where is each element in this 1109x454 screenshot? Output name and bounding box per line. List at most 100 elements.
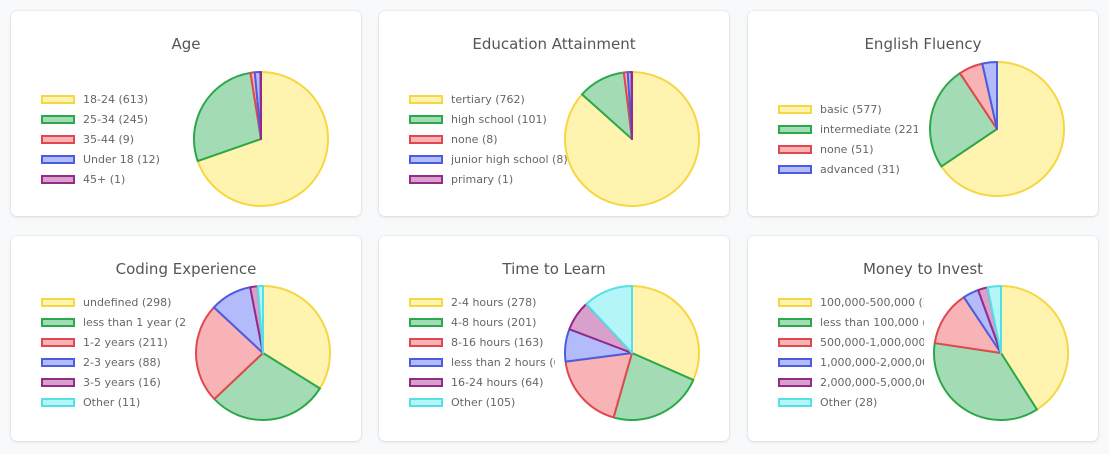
chart-legend: 18-24 (613) 25-34 (245) 35-44 (9) Under 18 … (41, 89, 181, 189)
legend-item-25-34[interactable]: 25-34 (245) (41, 109, 181, 129)
legend-label: Other (28) (820, 395, 878, 409)
legend-item-2-3-years[interactable]: 2-3 years (88) (41, 352, 187, 372)
legend-item-16-24-hours[interactable]: 16-24 hours (64) (409, 372, 555, 392)
pie-slice-500-000-1-000-000[interactable] (933, 296, 1002, 354)
legend-label: 35-44 (9) (83, 132, 135, 146)
pie-slice-4-8-hours[interactable] (612, 352, 695, 421)
legend-swatch (778, 317, 812, 327)
legend-item-less-than-100-000[interactable]: less than 100,000 (31 (778, 312, 924, 332)
legend-item-other[interactable]: Other (28) (778, 392, 924, 412)
pie-chart (193, 70, 329, 207)
pie-slice-less-than-1-year[interactable] (213, 352, 321, 421)
legend-item-35-44[interactable]: 35-44 (9) (41, 129, 181, 149)
pie-slice-intermediate[interactable] (929, 72, 998, 168)
legend-item-none[interactable]: none (51) (778, 139, 918, 159)
legend-label: intermediate (221) (820, 122, 918, 136)
pie-chart (933, 285, 1069, 421)
legend-swatch (41, 154, 75, 164)
legend-item-advanced[interactable]: advanced (31) (778, 159, 918, 179)
legend-label: Under 18 (12) (83, 152, 160, 166)
legend-label: advanced (31) (820, 162, 900, 176)
legend-label: Other (11) (83, 395, 141, 409)
legend-swatch (41, 377, 75, 387)
legend-label: 4-8 hours (201) (451, 315, 537, 329)
legend-label: 1,000,000-2,000,000 (820, 355, 924, 369)
legend-label: 2-3 years (88) (83, 355, 161, 369)
pie-slice-other[interactable] (986, 285, 1002, 354)
pie-slice-25-34[interactable] (193, 71, 262, 163)
legend-item-500-000-1-000-000[interactable]: 500,000-1,000,000 (1 (778, 332, 924, 352)
legend-item-1-000-000-2-000-000[interactable]: 1,000,000-2,000,000 (778, 352, 924, 372)
legend-swatch (409, 377, 443, 387)
legend-swatch (409, 317, 443, 327)
chart-card-age: Age 18-24 (613) 25-34 (245) 35-44 (9) Under … (11, 11, 361, 216)
legend-swatch (41, 337, 75, 347)
legend-item-2-000-000-5-000-000[interactable]: 2,000,000-5,000,000 (778, 372, 924, 392)
legend-label: primary (1) (451, 172, 514, 186)
legend-swatch (778, 337, 812, 347)
legend-item-8-16-hours[interactable]: 8-16 hours (163) (409, 332, 555, 352)
pie-slice-1-2-years[interactable] (195, 306, 264, 400)
legend-label: 45+ (1) (83, 172, 126, 186)
legend-label: less than 2 hours (69) (451, 355, 555, 369)
pie-slice-less-than-100-000[interactable] (933, 342, 1038, 421)
legend-item-basic[interactable]: basic (577) (778, 99, 918, 119)
legend-swatch (778, 357, 812, 367)
pie-slice-other[interactable] (585, 285, 633, 354)
legend-item-3-5-years[interactable]: 3-5 years (16) (41, 372, 187, 392)
chart-legend: 100,000-500,000 (355) less than 100,000 (… (778, 292, 924, 412)
legend-label: 2,000,000-5,000,000 (820, 375, 924, 389)
legend-label: less than 1 year (256) (83, 315, 187, 329)
legend-item-less-than-1-year[interactable]: less than 1 year (256) (41, 312, 187, 332)
legend-label: high school (101) (451, 112, 547, 126)
legend-label: 8-16 hours (163) (451, 335, 544, 349)
legend-label: 18-24 (613) (83, 92, 149, 106)
legend-item-18-24[interactable]: 18-24 (613) (41, 89, 181, 109)
legend-swatch (778, 104, 812, 114)
legend-item-tertiary[interactable]: tertiary (762) (409, 89, 579, 109)
legend-item-high-school[interactable]: high school (101) (409, 109, 579, 129)
legend-item-intermediate[interactable]: intermediate (221) (778, 119, 918, 139)
pie-slice-18-24[interactable] (196, 71, 329, 207)
chart-legend: undefined (298) less than 1 year (256) 1-2… (41, 292, 187, 412)
pie-slice-8-16-hours[interactable] (564, 352, 633, 419)
pie-slice-advanced[interactable] (981, 60, 998, 130)
legend-label: 500,000-1,000,000 (1 (820, 335, 924, 349)
legend-swatch (409, 297, 443, 307)
chart-card-money-to-invest: Money to Invest 100,000-500,000 (355) less… (748, 236, 1098, 441)
legend-swatch (409, 174, 443, 184)
pie-slice-other[interactable] (256, 285, 264, 354)
pie-slice-basic[interactable] (940, 61, 1065, 197)
legend-swatch (778, 144, 812, 154)
legend-swatch (778, 297, 812, 307)
legend-label: 16-24 hours (64) (451, 375, 544, 389)
legend-item-junior-high-school[interactable]: junior high school (8) (409, 149, 579, 169)
legend-item-45[interactable]: 45+ (1) (41, 169, 181, 189)
legend-item-primary[interactable]: primary (1) (409, 169, 579, 189)
legend-item-undefined[interactable]: undefined (298) (41, 292, 187, 312)
legend-item-100-000-500-000[interactable]: 100,000-500,000 (355) (778, 292, 924, 312)
legend-item-other[interactable]: Other (105) (409, 392, 555, 412)
legend-item-other[interactable]: Other (11) (41, 392, 187, 412)
pie-chart (564, 70, 700, 207)
legend-label: Other (105) (451, 395, 516, 409)
legend-item-less-than-2-hours[interactable]: less than 2 hours (69) (409, 352, 555, 372)
legend-item-under-18[interactable]: Under 18 (12) (41, 149, 181, 169)
legend-item-none[interactable]: none (8) (409, 129, 579, 149)
chart-legend: basic (577) intermediate (221) none (51) ad… (778, 99, 918, 179)
legend-swatch (41, 357, 75, 367)
pie-slice-2-4-hours[interactable] (631, 285, 700, 381)
chart-title: Coding Experience (115, 260, 257, 278)
legend-swatch (41, 134, 75, 144)
chart-title: Age (171, 35, 201, 53)
legend-item-1-2-years[interactable]: 1-2 years (211) (41, 332, 187, 352)
pie-chart (929, 60, 1065, 197)
legend-label: basic (577) (820, 102, 882, 116)
chart-title: Time to Learn (502, 260, 606, 278)
chart-legend: tertiary (762) high school (101) none (8) j… (409, 89, 579, 189)
legend-item-2-4-hours[interactable]: 2-4 hours (278) (409, 292, 555, 312)
legend-swatch (409, 134, 443, 144)
legend-swatch (41, 114, 75, 124)
legend-label: undefined (298) (83, 295, 172, 309)
legend-item-4-8-hours[interactable]: 4-8 hours (201) (409, 312, 555, 332)
